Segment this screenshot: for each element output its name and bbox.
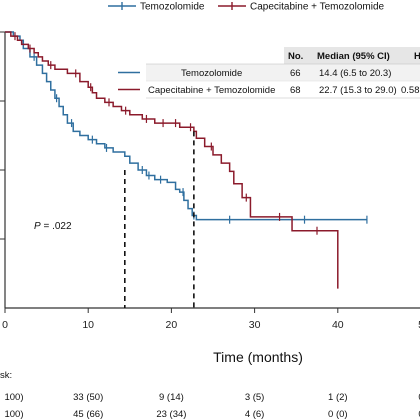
at-risk-cell: 1 (2) — [328, 392, 348, 403]
at-risk-cell: 100) — [4, 409, 23, 420]
table-header-no: No. — [288, 51, 303, 62]
table-row-bg-2 — [146, 81, 420, 98]
table-header-median: Median (95% CI) — [317, 51, 390, 62]
survival-curves — [5, 31, 368, 289]
legend-item-temozolomide: Temozolomide — [108, 2, 205, 13]
tick-group: 0 10 20 30 40 5 — [0, 31, 420, 331]
table-cell-no: 68 — [290, 85, 301, 96]
number-at-risk-table: sk: 100) 33 (50) 9 (14) 3 (5) 1 (2) 0 100) 45 (… — [0, 370, 420, 420]
table-header-bg — [284, 47, 420, 64]
at-risk-cell: 0 — [418, 392, 420, 403]
legend-item-capecitabine-temozolomide: Capecitabine + Temozolomide — [218, 2, 385, 13]
table-header-hr: H — [414, 51, 420, 62]
at-risk-label: sk: — [0, 370, 12, 381]
summary-table: No. Median (95% CI) H Temozolomide 66 14… — [118, 47, 420, 99]
at-risk-cell: 4 (6) — [245, 409, 265, 420]
table-cell-median: 14.4 (6.5 to 20.3) — [319, 68, 391, 79]
p-value-symbol: P — [34, 221, 41, 232]
table-cell-name: Temozolomide — [181, 68, 242, 79]
at-risk-cell: 100) — [4, 392, 23, 403]
legend-label-capecitabine-temozolomide: Capecitabine + Temozolomide — [250, 2, 385, 13]
at-risk-cell: 3 (5) — [245, 392, 265, 403]
x-tick-label: 30 — [249, 319, 261, 331]
x-tick-label: 20 — [166, 319, 178, 331]
at-risk-cell: 9 (14) — [159, 392, 184, 403]
table-row-temozolomide: Temozolomide 66 14.4 (6.5 to 20.3) — [118, 68, 391, 79]
p-value-text: P = .022 — [34, 221, 72, 232]
at-risk-cell: 0 (0) — [328, 409, 348, 420]
table-cell-hr: 0.58 — [401, 85, 420, 96]
median-lines — [124, 131, 195, 308]
x-tick-label: 40 — [332, 319, 344, 331]
table-row-bg-1 — [146, 64, 420, 81]
x-tick-label: 10 — [82, 319, 94, 331]
at-risk-cell: 23 (34) — [156, 409, 186, 420]
table-cell-median: 22.7 (15.3 to 29.0) — [319, 85, 397, 96]
at-risk-cell: 0 — [418, 409, 420, 420]
x-tick-label: 5 — [418, 319, 420, 331]
table-cell-name: Capecitabine + Temozolomide — [148, 85, 275, 96]
table-row-capecitabine-temozolomide: Capecitabine + Temozolomide 68 22.7 (15.… — [118, 85, 420, 96]
table-cell-no: 66 — [290, 68, 301, 79]
p-value-number: = .022 — [41, 221, 72, 232]
x-axis-title: Time (months) — [213, 349, 303, 365]
survival-curve-cap — [5, 31, 339, 289]
at-risk-cell: 45 (66) — [73, 409, 103, 420]
legend: Temozolomide Capecitabine + Temozolomide — [108, 2, 385, 13]
x-tick-label: 0 — [2, 319, 8, 331]
at-risk-cell: 33 (50) — [73, 392, 103, 403]
legend-label-temozolomide: Temozolomide — [140, 2, 205, 13]
